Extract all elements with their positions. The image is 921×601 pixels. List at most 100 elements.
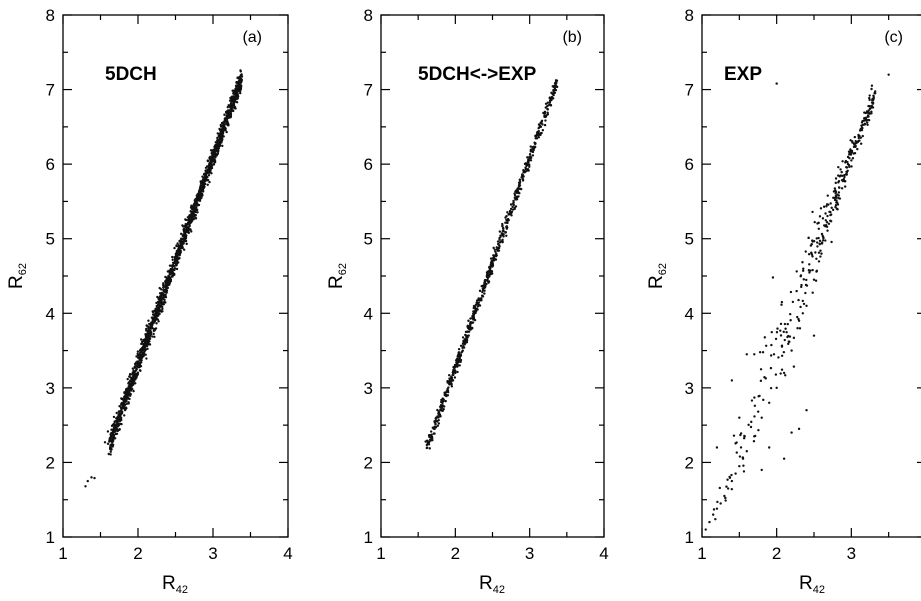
scatter-point <box>805 304 808 308</box>
scatter-point <box>708 520 711 524</box>
scatter-point <box>813 220 816 224</box>
scatter-point <box>726 478 729 481</box>
scatter-point <box>185 223 188 226</box>
scatter-point <box>214 152 217 155</box>
scatter-point <box>510 211 513 214</box>
scatter-point <box>801 299 805 303</box>
scatter-point <box>112 437 115 441</box>
x-tick-label: 1 <box>697 544 706 563</box>
scatter-point <box>217 147 221 150</box>
scatter-point <box>162 297 165 301</box>
scatter-point <box>203 174 207 177</box>
x-tick-label: 4 <box>599 544 608 563</box>
y-tick-label: 4 <box>46 304 55 323</box>
scatter-point <box>216 136 219 140</box>
scatter-point <box>445 389 448 393</box>
scatter-point <box>173 268 176 272</box>
scatter-point <box>738 455 742 458</box>
scatter-point <box>817 260 821 263</box>
scatter-point <box>819 249 822 252</box>
scatter-point <box>521 178 525 181</box>
scatter-point <box>123 408 127 412</box>
scatter-point <box>220 139 223 142</box>
scatter-point <box>859 142 863 145</box>
scatter-point <box>554 81 557 85</box>
scatter-point <box>812 334 816 337</box>
y-tick-label: 5 <box>685 230 694 249</box>
scatter-point <box>730 379 734 382</box>
scatter-point <box>759 368 763 371</box>
scatter-point <box>538 132 541 136</box>
scatter-point <box>858 129 862 132</box>
scatter-point <box>161 283 165 287</box>
scatter-point <box>509 207 513 211</box>
scatter-point <box>434 422 437 426</box>
scatter-point <box>490 270 494 273</box>
scatter-point <box>774 373 778 376</box>
scatter-point <box>539 125 543 129</box>
scatter-point <box>109 439 112 442</box>
scatter-point <box>126 388 129 391</box>
scatter-point <box>800 283 803 287</box>
scatter-point <box>863 123 867 126</box>
scatter-point <box>430 436 433 440</box>
scatter-point <box>456 370 459 374</box>
scatter-point <box>536 131 539 134</box>
scatter-point <box>194 217 198 220</box>
scatter-points <box>424 79 559 450</box>
scatter-point <box>825 221 829 224</box>
scatter-point <box>170 275 173 278</box>
scatter-point <box>139 356 142 359</box>
scatter-point <box>799 305 802 309</box>
scatter-point <box>131 373 135 376</box>
panel-tag: (b) <box>562 29 582 46</box>
scatter-point <box>544 119 547 122</box>
scatter-point <box>497 249 501 252</box>
scatter-point <box>225 130 228 134</box>
scatter-point <box>110 428 113 431</box>
scatter-point <box>827 203 830 206</box>
scatter-point <box>828 210 831 214</box>
scatter-point <box>805 409 808 412</box>
tick-labels: 1 2 3 4 1 2 3 4 5 6 7 8 <box>364 6 609 563</box>
scatter-point <box>817 236 820 240</box>
scatter-point <box>544 106 547 109</box>
scatter-point <box>209 161 212 164</box>
scatter-point <box>219 129 222 132</box>
scatter-point <box>769 354 773 357</box>
scatter-point <box>837 165 840 169</box>
scatter-point <box>516 187 519 190</box>
scatter-point <box>486 273 489 276</box>
scatter-point <box>232 90 235 93</box>
scatter-point <box>517 184 521 188</box>
scatter-point <box>782 371 786 375</box>
scatter-point <box>178 253 182 256</box>
scatter-point <box>158 306 161 310</box>
scatter-point <box>160 293 163 297</box>
scatter-point <box>738 416 741 419</box>
scatter-point <box>141 352 144 356</box>
scatter-point <box>826 194 829 197</box>
scatter-point <box>239 84 243 87</box>
scatter-point <box>210 152 213 155</box>
scatter-point <box>826 214 829 218</box>
scatter-point <box>115 425 119 428</box>
scatter-point <box>514 189 518 192</box>
scatter-point <box>792 336 796 340</box>
scatter-point <box>867 115 870 118</box>
scatter-point <box>168 264 172 267</box>
scatter-point <box>462 346 466 349</box>
scatter-point <box>176 242 179 245</box>
scatter-point <box>483 281 486 285</box>
scatter-point <box>127 382 130 385</box>
scatter-point <box>546 112 549 116</box>
scatter-point <box>139 364 143 368</box>
scatter-point <box>144 333 147 336</box>
scatter-point <box>511 205 514 209</box>
scatter-point <box>499 234 502 237</box>
scatter-point <box>448 374 451 377</box>
scatter-point <box>239 70 242 73</box>
scatter-point <box>541 129 545 132</box>
